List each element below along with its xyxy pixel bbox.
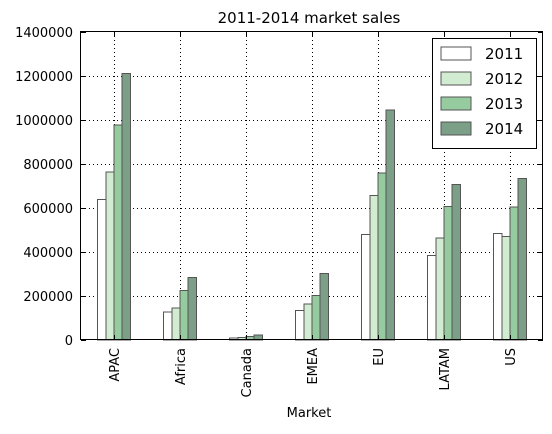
bar-2011-EMEA (295, 309, 305, 341)
x-tick-label: EMEA (306, 348, 321, 385)
legend-label: 2013 (485, 95, 523, 113)
bar-2011-US (493, 232, 503, 341)
bar-2012-APAC (105, 171, 115, 341)
bar-2014-EU (385, 109, 395, 341)
bar-2014-US (517, 178, 527, 341)
legend: 2011 2012 2013 2014 (432, 38, 537, 149)
x-tick-label: Canada (240, 348, 255, 397)
x-tick-label: APAC (108, 348, 123, 382)
bar-2013-US (509, 206, 519, 341)
bar-2011-Africa (163, 311, 173, 341)
bar-2012-US (501, 235, 511, 341)
bar-2014-EMEA (319, 272, 329, 341)
bar-2013-APAC (113, 124, 123, 341)
legend-swatch (440, 71, 472, 86)
axis-ticks (81, 32, 543, 341)
bar-2014-LATAM (451, 183, 461, 341)
x-axis-label: Market (287, 406, 332, 421)
plot-frame (80, 31, 543, 340)
legend-label: 2014 (485, 120, 523, 138)
x-tick-label: US (504, 348, 519, 366)
bar-2013-EMEA (311, 295, 321, 341)
legend-label: 2012 (485, 70, 523, 88)
bar-2012-Africa (171, 307, 181, 341)
bar-2013-Africa (179, 289, 189, 341)
y-tick-label: 0 (65, 334, 73, 349)
bar-2011-APAC (97, 198, 107, 341)
bar-2014-APAC (121, 73, 131, 341)
bar-2012-LATAM (435, 237, 445, 341)
y-tick-label: 200000 (23, 290, 73, 305)
bar-2012-EMEA (303, 303, 313, 341)
y-tick-label: 600000 (23, 202, 73, 217)
legend-label: 2011 (485, 45, 523, 63)
chart-title: 2011-2014 market sales (218, 9, 401, 27)
x-tick-label: EU (372, 348, 387, 366)
bar-2011-EU (361, 233, 371, 341)
bar-2011-LATAM (427, 254, 437, 341)
legend-swatch (440, 96, 472, 111)
x-tick-label: LATAM (438, 348, 453, 390)
y-axis-tick-labels: 0 200000 400000 600000 800000 1000000 1200000 1… (15, 26, 73, 349)
bar-2013-EU (377, 172, 387, 341)
legend-swatch (440, 46, 472, 61)
bar-2012-EU (369, 194, 379, 341)
y-tick-label: 1000000 (15, 114, 73, 129)
y-tick-label: 1400000 (15, 26, 73, 41)
x-axis-tick-labels: APAC Africa Canada EMEA EU LATAM US (108, 348, 519, 398)
bar-2013-LATAM (443, 205, 453, 341)
bar-2014-Africa (187, 277, 197, 341)
legend-swatch (440, 121, 472, 136)
y-tick-label: 800000 (23, 158, 73, 173)
y-tick-label: 1200000 (15, 70, 73, 85)
x-tick-label: Africa (174, 348, 189, 385)
y-tick-label: 400000 (23, 246, 73, 261)
